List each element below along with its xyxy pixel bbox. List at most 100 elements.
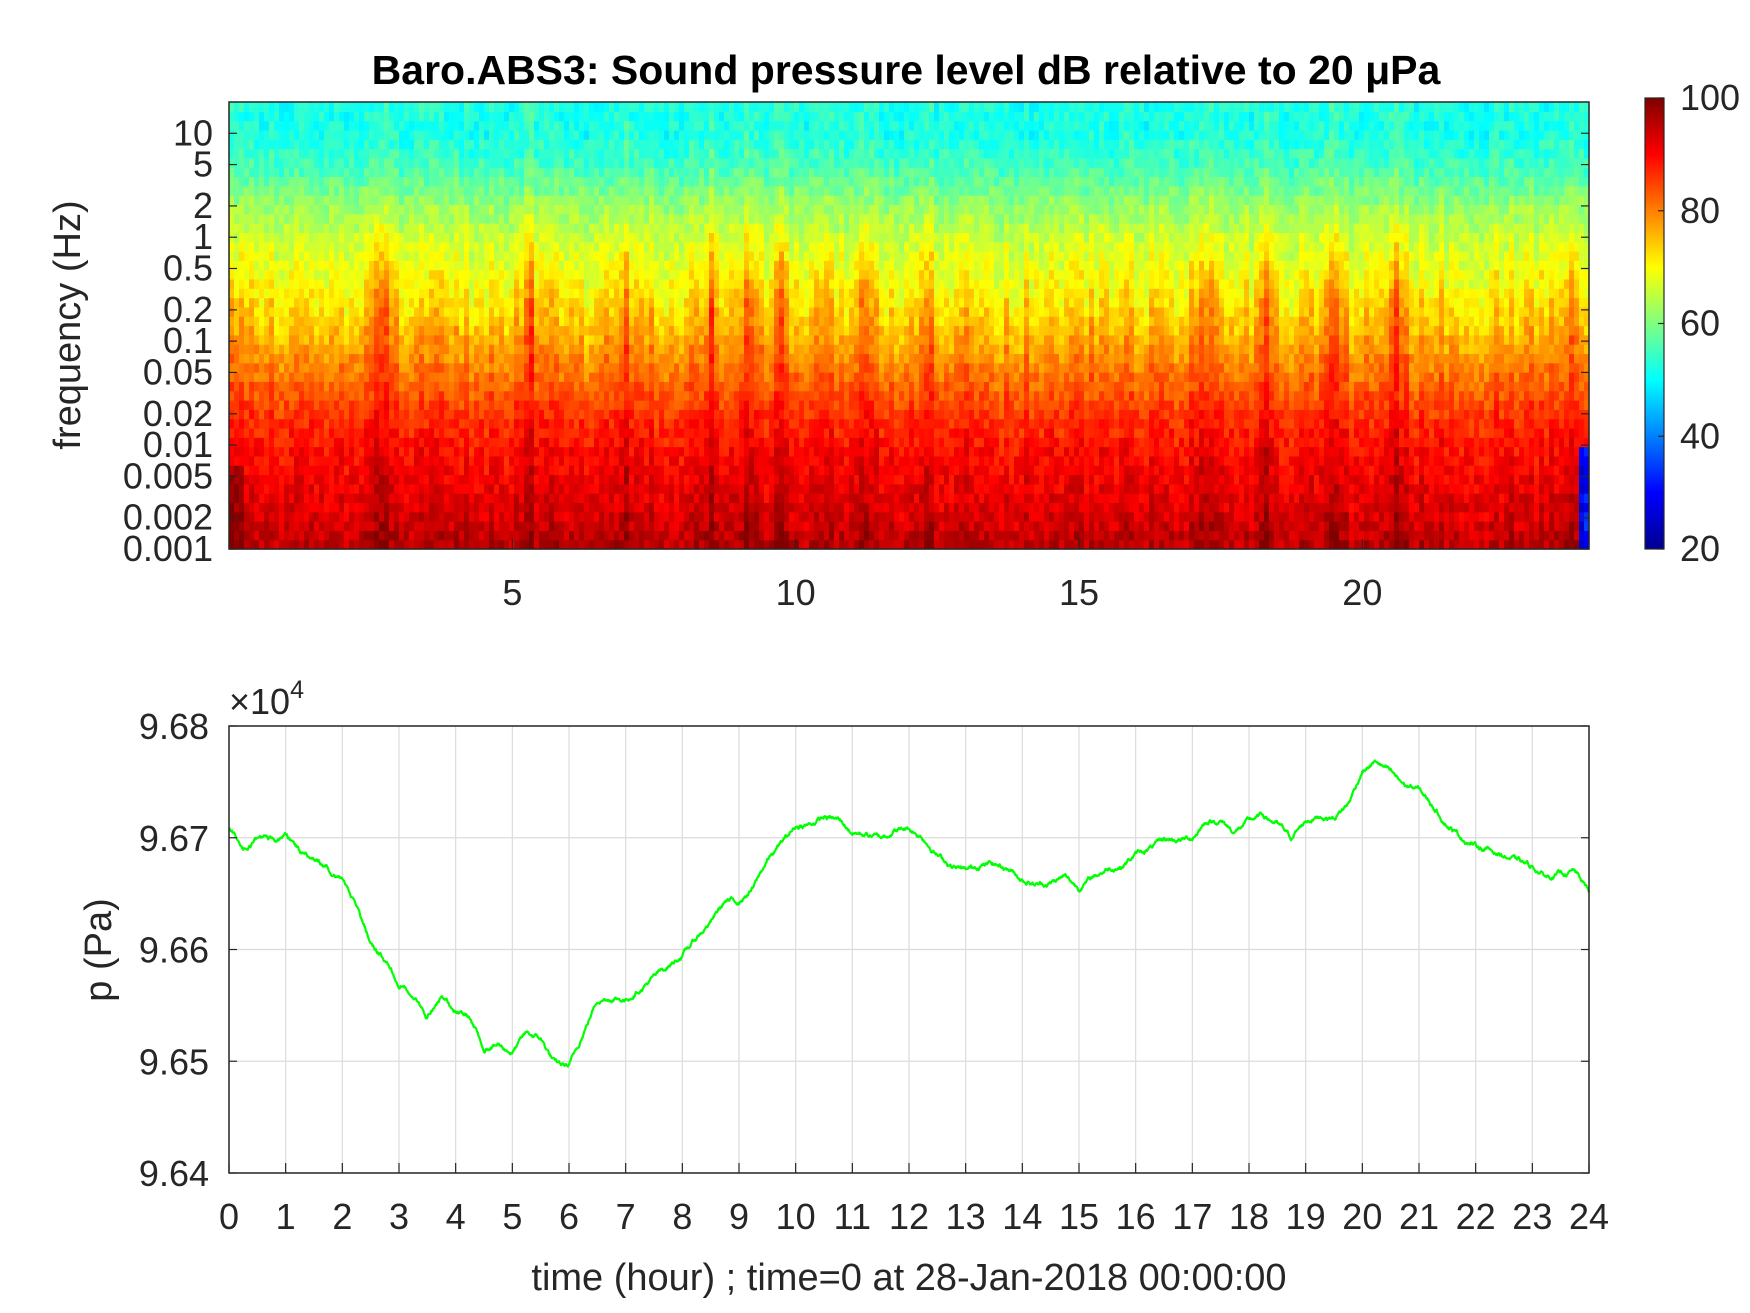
- spectrogram-cell: [559, 418, 565, 429]
- spectrogram-cell: [684, 511, 690, 522]
- spectrogram-cell: [334, 446, 340, 457]
- spectrogram-cell: [619, 204, 625, 215]
- spectrogram-cell: [394, 521, 400, 531]
- spectrogram-cell: [719, 167, 725, 178]
- spectrogram-cell: [519, 502, 525, 513]
- spectrogram-cell: [254, 185, 260, 196]
- spectrogram-cell: [369, 111, 375, 122]
- spectrogram-cell: [359, 185, 365, 196]
- spectrogram-cell: [474, 204, 480, 215]
- spectrogram-cell: [589, 418, 595, 429]
- spectrogram-cell: [484, 409, 490, 420]
- spectrogram-cell: [309, 148, 315, 159]
- spectrogram-cell: [294, 372, 300, 382]
- spectrogram-cell: [509, 474, 515, 485]
- spectrogram-cell: [319, 213, 325, 224]
- spectrogram-cell: [644, 530, 650, 541]
- spectrogram-cell: [719, 427, 725, 438]
- spectrogram-cell: [404, 511, 410, 522]
- spectrogram-cell: [264, 372, 270, 382]
- spectrogram-cell: [624, 195, 630, 206]
- spectrogram-cell: [429, 372, 435, 382]
- spectrogram-cell: [559, 372, 565, 382]
- spectrogram-cell: [354, 185, 360, 196]
- spectrogram-cell: [714, 111, 720, 122]
- spectrogram-cell: [464, 251, 470, 261]
- spectrogram-cell: [699, 455, 705, 466]
- spectrogram-cell: [354, 204, 360, 215]
- spectrogram-cell: [654, 167, 660, 178]
- spectrogram-cell: [714, 483, 720, 494]
- spectrogram-cell: [294, 334, 300, 345]
- spectrogram-cell: [549, 251, 555, 261]
- spectrogram-cell: [549, 455, 555, 466]
- spectrogram-cell: [524, 129, 530, 140]
- spectrogram-cell: [349, 362, 355, 373]
- spectrogram-cell: [259, 269, 265, 280]
- spectrogram-cell: [339, 232, 345, 243]
- spectrogram-cell: [539, 269, 545, 280]
- spectrogram-cell: [624, 493, 630, 504]
- spectrogram-cell: [699, 278, 705, 289]
- spectrogram-cell: [644, 334, 650, 345]
- spectrogram-cell: [709, 418, 715, 429]
- spectrogram-cell: [669, 176, 675, 187]
- spectrogram-cell: [269, 418, 275, 429]
- spectrogram-cell: [404, 278, 410, 289]
- spectrogram-cell: [319, 325, 325, 336]
- spectrogram-cell: [484, 539, 490, 550]
- spectrogram-cell: [424, 530, 430, 541]
- spectrogram-cell: [524, 502, 530, 513]
- spectrogram-cell: [274, 325, 280, 336]
- spectrogram-cell: [604, 446, 610, 457]
- spectrogram-cell: [709, 288, 715, 299]
- spectrogram-cell: [649, 409, 655, 420]
- spectrogram-cell: [659, 185, 665, 196]
- spectrogram-cell: [739, 465, 745, 476]
- spectrogram-cell: [704, 102, 710, 112]
- spectrogram-cell: [419, 437, 425, 448]
- spectrogram-cell: [234, 102, 240, 112]
- spectrogram-cell: [504, 493, 510, 504]
- spectrogram-cell: [479, 530, 485, 541]
- spectrogram-cell: [444, 167, 450, 178]
- spectrogram-cell: [599, 502, 605, 513]
- spectrogram-cell: [634, 334, 640, 345]
- spectrogram-cell: [344, 223, 350, 233]
- spectrogram-cell: [389, 372, 395, 382]
- spectrogram-cell: [499, 400, 505, 410]
- spectrogram-cell: [364, 530, 370, 541]
- spectrogram-cell: [514, 400, 520, 410]
- spectrogram-cell: [479, 269, 485, 280]
- spectrogram-cell: [609, 334, 615, 345]
- spectrogram-cell: [584, 167, 590, 178]
- spectrogram-cell: [484, 102, 490, 112]
- spectrogram-cell: [304, 427, 310, 438]
- spectrogram-cell: [499, 483, 505, 494]
- spectrogram-cell: [249, 102, 255, 112]
- spectrogram-cell: [434, 427, 440, 438]
- spectrogram-cell: [619, 372, 625, 382]
- spectrogram-cell: [309, 120, 315, 131]
- spectrogram-cell: [309, 427, 315, 438]
- spectrogram-cell: [514, 427, 520, 438]
- spectrogram-cell: [559, 167, 565, 178]
- spectrogram-cell: [539, 465, 545, 476]
- spectrogram-cell: [674, 148, 680, 159]
- spectrogram-cell: [344, 139, 350, 150]
- spectrogram-cell: [374, 260, 380, 271]
- spectrogram-cell: [444, 195, 450, 206]
- spectrogram-cell: [264, 185, 270, 196]
- spectrogram-cell: [379, 474, 385, 485]
- spectrogram-cell: [529, 372, 535, 382]
- spectrogram-cell: [454, 493, 460, 504]
- spectrogram-cell: [304, 493, 310, 504]
- spectrogram-cell: [494, 260, 500, 271]
- spectrogram-cell: [379, 316, 385, 327]
- spectrogram-cell: [739, 372, 745, 382]
- spectrogram-cell: [259, 353, 265, 364]
- spectrogram-cell: [679, 241, 685, 252]
- spectrogram-cell: [389, 325, 395, 336]
- spectrogram-cell: [699, 176, 705, 187]
- spectrogram-cell: [429, 213, 435, 224]
